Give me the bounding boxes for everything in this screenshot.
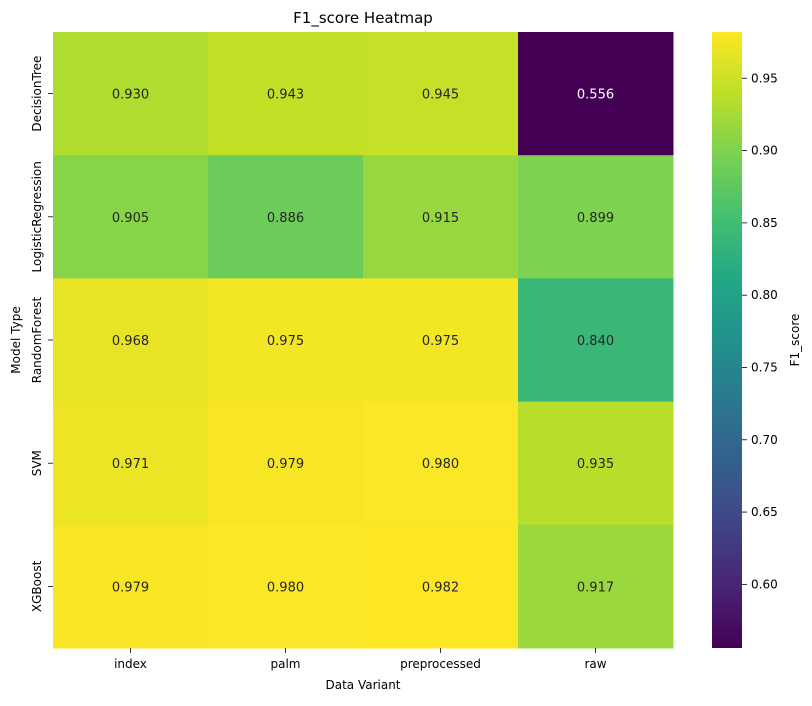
y-axis-label: Model Type	[9, 306, 23, 373]
x-tick-label-index: index	[114, 657, 147, 671]
cell-value-label-RandomForest-preprocessed: 0.975	[422, 334, 459, 349]
cell-value-label-LogisticRegression-palm: 0.886	[267, 211, 304, 226]
y-tick-label-RandomForest: RandomForest	[30, 296, 44, 383]
cell-value-label-RandomForest-raw: 0.840	[577, 334, 614, 349]
cell-value-label-DecisionTree-preprocessed: 0.945	[422, 88, 459, 103]
y-tick-label-SVM: SVM	[30, 450, 44, 476]
heatmap-cell-XGBoost-preprocessed	[363, 524, 519, 649]
heatmap-cell-DecisionTree-raw	[518, 32, 674, 156]
colorbar-tick-label-0.65: 0.65	[751, 505, 778, 519]
heatmap-cell-SVM-index	[53, 401, 209, 526]
heatmap-cell-LogisticRegression-raw	[518, 155, 674, 279]
cell-value-label-LogisticRegression-raw: 0.899	[577, 211, 614, 226]
heatmap-cell-RandomForest-preprocessed	[363, 278, 519, 403]
heatmap-cells: 0.930 0.943 0.945 0.556 0.905 0.886 0.915 0.899…	[53, 32, 674, 649]
y-tick-label-XGBoost: XGBoost	[30, 560, 44, 612]
colorbar-label: F1_score	[788, 314, 802, 367]
heatmap-cell-LogisticRegression-preprocessed	[363, 155, 519, 279]
heatmap-cell-DecisionTree-index	[53, 32, 209, 156]
y-tick-label-DecisionTree: DecisionTree	[30, 56, 44, 132]
colorbar-tick-label-0.70: 0.70	[751, 433, 778, 447]
heatmap-cell-DecisionTree-palm	[208, 32, 364, 156]
heatmap-cell-XGBoost-palm	[208, 524, 364, 649]
cell-value-label-SVM-preprocessed: 0.980	[422, 457, 459, 472]
x-tick-label-palm: palm	[271, 657, 301, 671]
heatmap-cell-XGBoost-index	[53, 524, 209, 649]
colorbar-tick-label-0.85: 0.85	[751, 216, 778, 230]
heatmap-cell-XGBoost-raw	[518, 524, 674, 649]
cell-value-label-SVM-index: 0.971	[112, 457, 149, 472]
x-axis-ticks: index palm preprocessed raw	[114, 648, 607, 671]
heatmap-cell-SVM-raw	[518, 401, 674, 526]
chart-title: F1_score Heatmap	[293, 9, 433, 28]
cell-value-label-XGBoost-palm: 0.980	[267, 580, 304, 595]
cell-value-label-RandomForest-palm: 0.975	[267, 334, 304, 349]
cell-value-label-LogisticRegression-index: 0.905	[112, 211, 149, 226]
cell-value-label-DecisionTree-raw: 0.556	[577, 88, 614, 103]
heatmap-cell-RandomForest-index	[53, 278, 209, 403]
cell-value-label-XGBoost-index: 0.979	[112, 580, 149, 595]
colorbar-tick-label-0.80: 0.80	[751, 288, 778, 302]
colorbar-tick-label-0.60: 0.60	[751, 577, 778, 591]
colorbar-tick-label-0.95: 0.95	[751, 71, 778, 85]
x-axis-label: Data Variant	[325, 678, 400, 692]
cell-value-label-SVM-palm: 0.979	[267, 457, 304, 472]
cell-value-label-XGBoost-preprocessed: 0.982	[422, 580, 459, 595]
colorbar-tick-label-0.75: 0.75	[751, 360, 778, 374]
colorbar-tick-label-0.90: 0.90	[751, 144, 778, 158]
heatmap-cell-RandomForest-raw	[518, 278, 674, 403]
cell-value-label-RandomForest-index: 0.968	[112, 334, 149, 349]
y-axis-ticks: DecisionTree LogisticRegression RandomFore…	[30, 56, 53, 612]
cell-value-label-DecisionTree-palm: 0.943	[267, 88, 304, 103]
cell-value-label-DecisionTree-index: 0.930	[112, 88, 149, 103]
colorbar: 0.60 0.65 0.70 0.75 0.80 0.85 0.90 0.95	[712, 32, 778, 648]
heatmap-cell-DecisionTree-preprocessed	[363, 32, 519, 156]
cell-value-label-SVM-raw: 0.935	[577, 457, 614, 472]
cell-value-label-XGBoost-raw: 0.917	[577, 580, 614, 595]
colorbar-gradient	[712, 32, 742, 648]
heatmap-cell-SVM-preprocessed	[363, 401, 519, 526]
heatmap-cell-LogisticRegression-index	[53, 155, 209, 279]
heatmap-cell-SVM-palm	[208, 401, 364, 526]
y-tick-label-LogisticRegression: LogisticRegression	[30, 161, 44, 272]
x-tick-label-preprocessed: preprocessed	[400, 657, 481, 671]
x-tick-label-raw: raw	[584, 657, 606, 671]
heatmap-cell-LogisticRegression-palm	[208, 155, 364, 279]
cell-value-label-LogisticRegression-preprocessed: 0.915	[422, 211, 459, 226]
heatmap-cell-RandomForest-palm	[208, 278, 364, 403]
